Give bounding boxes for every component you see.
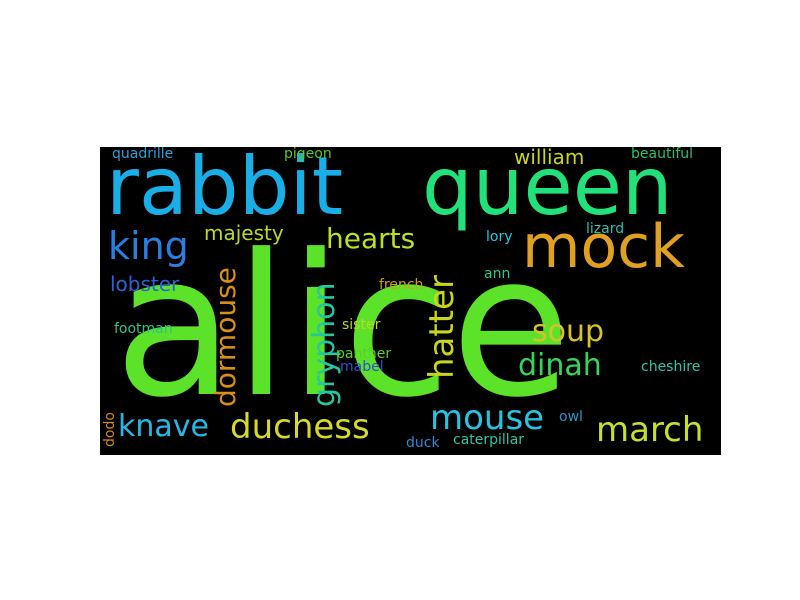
word-gryphon: gryphon bbox=[307, 282, 342, 407]
word-rabbit: rabbit bbox=[106, 147, 344, 233]
word-lobster: lobster bbox=[110, 272, 180, 296]
word-mock: mock bbox=[522, 212, 685, 282]
word-soup: soup bbox=[532, 314, 605, 349]
word-dormouse: dormouse bbox=[209, 267, 242, 407]
word-ann: ann bbox=[484, 266, 511, 282]
word-beautiful: beautiful bbox=[631, 147, 694, 162]
word-footman: footman bbox=[114, 321, 173, 337]
word-lizard: lizard bbox=[586, 221, 625, 237]
word-duchess: duchess bbox=[230, 407, 370, 447]
word-french: french bbox=[379, 277, 424, 293]
word-alice: alice bbox=[114, 213, 572, 441]
word-dodo: dodo bbox=[102, 412, 118, 447]
word-dinah: dinah bbox=[518, 348, 602, 383]
word-march: march bbox=[596, 410, 704, 450]
word-cheshire: cheshire bbox=[641, 359, 701, 375]
word-mouse: mouse bbox=[430, 398, 545, 438]
word-queen: queen bbox=[422, 147, 673, 233]
word-hatter: hatter bbox=[422, 275, 462, 379]
word-lory: lory bbox=[486, 229, 513, 245]
word-majesty: majesty bbox=[204, 221, 284, 245]
word-hearts: hearts bbox=[326, 222, 416, 255]
word-cloud: alice rabbit queen mock king majesty gryphon he… bbox=[100, 147, 721, 455]
word-duck: duck bbox=[406, 435, 440, 451]
word-caterpillar: caterpillar bbox=[453, 432, 525, 448]
word-mabel: mabel bbox=[340, 359, 384, 375]
word-knave: knave bbox=[118, 409, 209, 444]
word-quadrille: quadrille bbox=[112, 147, 174, 162]
word-william: william bbox=[514, 147, 585, 169]
word-panther: panther bbox=[336, 346, 392, 362]
word-sister: sister bbox=[342, 317, 381, 333]
word-owl: owl bbox=[559, 409, 583, 425]
word-king: king bbox=[108, 224, 189, 268]
word-pigeon: pigeon bbox=[284, 147, 332, 162]
